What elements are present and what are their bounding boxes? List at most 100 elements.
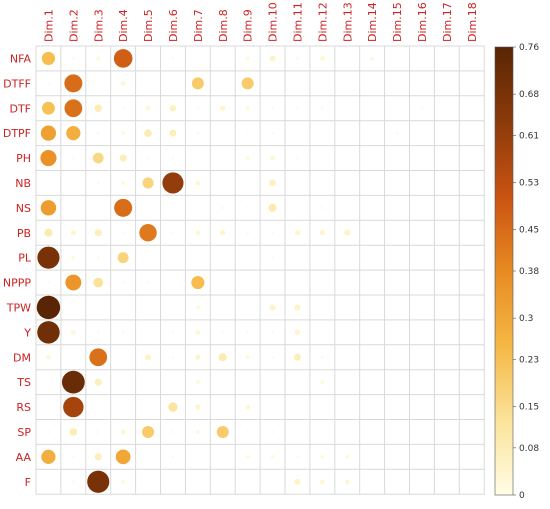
data-circle — [40, 150, 57, 167]
column-label: Dim.10 — [267, 2, 280, 42]
row-label: DTFF — [3, 77, 31, 90]
color-bar-tick-label: 0.53 — [519, 179, 539, 189]
data-circle — [64, 74, 83, 93]
column-label: Dim.5 — [142, 9, 155, 42]
data-circle — [72, 57, 75, 60]
data-circle — [271, 106, 274, 110]
row-label: PB — [17, 227, 31, 240]
data-circle — [146, 156, 150, 160]
data-circle — [269, 304, 276, 311]
color-bar-tick-label: 0.45 — [519, 226, 539, 236]
data-circle — [245, 355, 250, 360]
data-circle — [72, 455, 75, 459]
data-circle — [113, 49, 133, 68]
data-circle — [216, 425, 229, 438]
row-label: NB — [15, 177, 31, 190]
data-circle — [142, 425, 155, 438]
row-label: TS — [16, 376, 31, 389]
data-circle — [296, 156, 299, 160]
data-circle — [171, 355, 175, 359]
data-circle — [89, 348, 108, 367]
data-circle — [121, 231, 125, 235]
data-circle — [47, 430, 50, 434]
color-bar-tick-label: 0.3 — [519, 314, 533, 324]
column-label: Dim.18 — [466, 2, 479, 42]
data-circle — [37, 321, 60, 344]
data-circle — [36, 295, 61, 320]
row-label: NFA — [10, 52, 32, 65]
column-label: Dim.9 — [242, 9, 255, 42]
data-circle — [69, 428, 78, 436]
data-circle — [320, 380, 325, 385]
data-circle — [65, 274, 82, 291]
row-label: RS — [16, 401, 31, 414]
data-circle — [293, 353, 302, 361]
data-circle — [121, 281, 125, 284]
data-circle — [191, 275, 205, 290]
column-label: Dim.3 — [92, 9, 105, 42]
data-circle — [96, 56, 101, 61]
data-circle — [119, 154, 127, 162]
row-label: F — [25, 476, 31, 489]
data-circle — [271, 355, 274, 359]
data-circle — [41, 449, 56, 464]
data-circle — [169, 129, 177, 137]
data-circle — [196, 131, 200, 135]
data-circle — [420, 106, 424, 110]
data-circle — [195, 230, 201, 236]
circles — [36, 49, 424, 493]
data-circle — [271, 256, 274, 259]
data-circle — [41, 51, 56, 66]
data-circle — [271, 430, 274, 434]
data-circle — [294, 304, 301, 311]
data-circle — [94, 453, 102, 461]
data-circle — [40, 125, 57, 141]
data-circle — [294, 478, 301, 485]
data-circle — [196, 106, 200, 110]
data-circle — [320, 56, 325, 61]
data-circle — [191, 77, 204, 90]
row-label: DTF — [9, 102, 31, 115]
row-label: PH — [16, 152, 31, 165]
data-circle — [94, 229, 102, 237]
data-circle — [142, 177, 154, 189]
data-circle — [245, 454, 250, 459]
data-circle — [42, 101, 55, 115]
data-circle — [171, 57, 175, 60]
data-circle — [120, 429, 126, 435]
column-labels: Dim.1 Dim.2 Dim.3 Dim.4 Dim.5 Dim.6 Dim.7 Dim.8… — [42, 2, 478, 42]
data-circle — [47, 281, 50, 284]
data-circle — [64, 99, 83, 118]
data-circle — [121, 181, 126, 185]
color-bar-tick-label: 0.68 — [519, 90, 539, 100]
data-circle — [121, 479, 126, 484]
data-circle — [245, 56, 250, 61]
data-circle — [320, 454, 325, 459]
data-circle — [171, 156, 175, 160]
column-label: Dim.12 — [316, 2, 329, 42]
data-circle — [271, 331, 274, 334]
data-circle — [145, 105, 151, 111]
column-label: Dim.6 — [167, 9, 180, 42]
data-circle — [72, 156, 75, 160]
data-circle — [117, 252, 129, 264]
data-circle — [87, 470, 110, 493]
row-label: NPPP — [3, 277, 31, 290]
data-circle — [46, 354, 51, 360]
column-label: Dim.2 — [67, 9, 80, 42]
row-label: DM — [13, 351, 31, 364]
column-label: Dim.13 — [341, 2, 354, 42]
data-circle — [395, 131, 399, 135]
data-circle — [268, 203, 277, 212]
data-circle — [321, 355, 324, 359]
data-circle — [72, 480, 75, 484]
column-label: Dim.11 — [291, 2, 304, 42]
data-circle — [115, 449, 131, 465]
data-circle — [246, 131, 249, 135]
data-circle — [195, 430, 200, 434]
data-circle — [246, 206, 249, 210]
data-circle — [195, 180, 201, 186]
data-circle — [139, 224, 157, 242]
row-label: DTPF — [3, 127, 31, 140]
color-bar-ticks: 0.76 0.68 0.61 0.53 0.45 0.38 0.3 0.23 0.15 0.08 0 — [513, 43, 539, 501]
